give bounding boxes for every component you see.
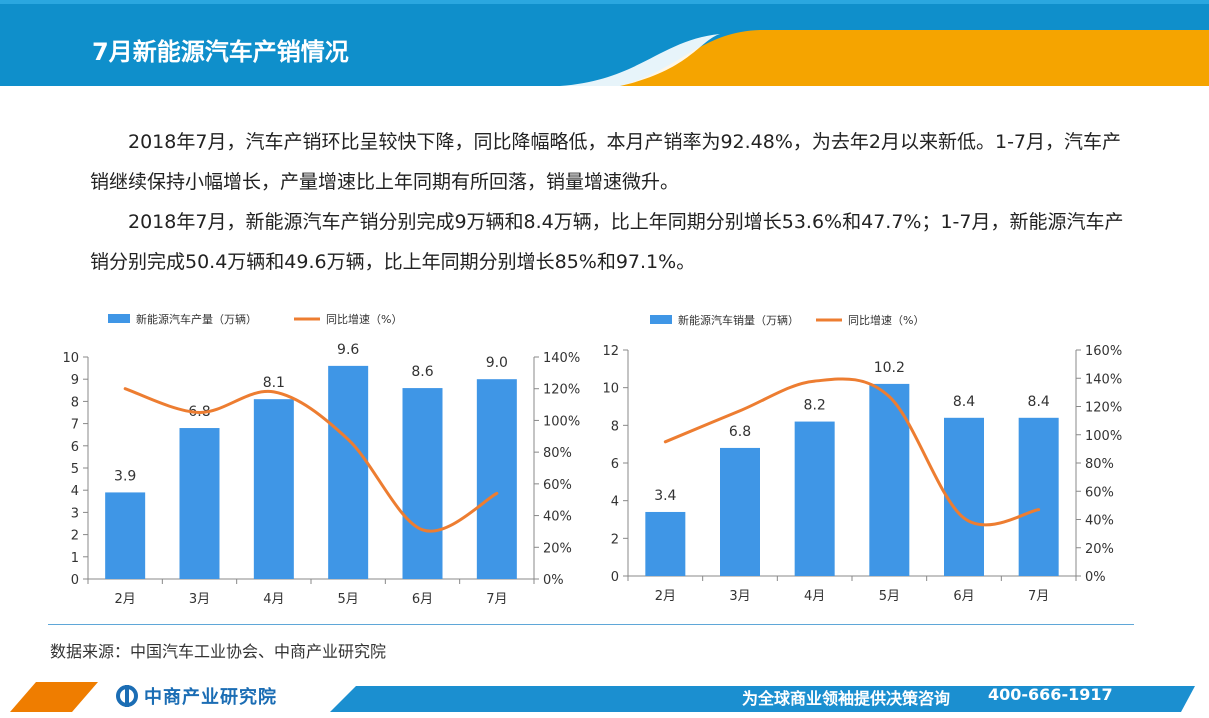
left-tick-label: 0 <box>611 570 619 585</box>
right-tick-label: 60% <box>543 478 572 493</box>
legend-bar-label: 新能源汽车销量（万辆） <box>678 313 799 327</box>
left-tick-label: 5 <box>71 462 79 477</box>
right-tick-label: 0% <box>543 573 564 588</box>
x-tick-label: 2月 <box>655 589 676 604</box>
x-tick-label: 4月 <box>263 592 284 607</box>
left-tick-label: 4 <box>611 495 619 510</box>
right-tick-label: 80% <box>543 446 572 461</box>
source-divider <box>48 624 1134 625</box>
data-source: 数据来源：中国汽车工业协会、中商产业研究院 <box>50 642 387 661</box>
x-tick-label: 7月 <box>486 592 507 607</box>
right-tick-label: 160% <box>1085 344 1122 359</box>
bar-data-label: 8.4 <box>953 394 975 410</box>
logo-text: 中商产业研究院 <box>144 687 277 708</box>
right-tick-label: 140% <box>1085 372 1122 387</box>
bar <box>105 492 146 579</box>
paragraph-1: 2018年7月，汽车产销环比呈较快下降，同比降幅略低，本月产销率为92.48%，… <box>90 131 1122 193</box>
footer-slogan: 为全球商业领袖提供决策咨询 <box>742 689 951 708</box>
left-tick-label: 6 <box>611 457 619 472</box>
sales-chart-svg: 新能源汽车销量（万辆） 同比增速（%）0246810120%20%40%60%80… <box>602 313 1122 604</box>
header-background <box>0 0 1209 86</box>
right-tick-label: 100% <box>1085 429 1122 444</box>
bar-data-label: 8.6 <box>411 364 433 380</box>
right-tick-label: 100% <box>543 414 580 429</box>
production-chart-svg: 新能源汽车产量（万辆） 同比增速（%）0123456789100%20%40%60… <box>62 312 580 607</box>
left-tick-label: 10 <box>602 382 619 397</box>
footer-bar <box>0 682 1209 712</box>
production-chart: 新能源汽车产量（万辆） 同比增速（%） 0 1 2 3 4 5 6 7 8 9 10 0% 20% 40% 60… <box>46 300 586 620</box>
legend-bar-swatch <box>108 314 130 323</box>
footer-background <box>10 682 1195 712</box>
bar <box>1018 417 1059 576</box>
header-banner: 7月新能源汽车产销情况 <box>0 0 1209 86</box>
legend-line-label: 同比增速（%） <box>326 312 402 326</box>
bar-data-label: 8.1 <box>263 375 285 391</box>
bar <box>794 421 835 576</box>
summary-text: 2018年7月，汽车产销环比呈较快下降，同比降幅略低，本月产销率为92.48%，… <box>90 122 1130 282</box>
bar <box>645 511 686 576</box>
legend-bar-label: 新能源汽车产量（万辆） <box>136 312 257 326</box>
left-tick-label: 1 <box>71 551 79 566</box>
x-tick-label: 2月 <box>115 592 136 607</box>
bar-data-label: 3.9 <box>114 468 136 484</box>
right-tick-label: 120% <box>543 383 580 398</box>
page-title: 7月新能源汽车产销情况 <box>92 38 349 66</box>
left-tick-label: 8 <box>71 395 79 410</box>
left-tick-label: 10 <box>62 351 79 366</box>
bar-data-label: 9.0 <box>486 355 508 371</box>
right-tick-label: 20% <box>1085 542 1114 557</box>
logo-mark-icon <box>116 685 138 707</box>
paragraph-2: 2018年7月，新能源汽车产销分别完成9万辆和8.4万辆，比上年同期分别增长53… <box>90 211 1124 273</box>
left-tick-label: 8 <box>611 419 619 434</box>
sales-chart: 新能源汽车销量（万辆） 同比增速（%） 0 2 4 6 8 10 12 0% 20% 40% 60% 80… <box>590 300 1150 620</box>
right-tick-label: 40% <box>543 510 572 525</box>
right-tick-label: 60% <box>1085 485 1114 500</box>
left-tick-label: 12 <box>602 344 619 359</box>
company-logo: 中商产业研究院 <box>116 684 277 708</box>
bar-data-label: 3.4 <box>654 488 676 504</box>
x-tick-label: 4月 <box>804 589 825 604</box>
x-tick-label: 5月 <box>338 592 359 607</box>
growth-rate-line <box>663 377 1041 527</box>
x-tick-label: 5月 <box>879 589 900 604</box>
right-tick-label: 40% <box>1085 514 1114 529</box>
right-tick-label: 80% <box>1085 457 1114 472</box>
bar-data-label: 8.4 <box>1028 394 1050 410</box>
left-tick-label: 9 <box>71 373 79 388</box>
bar-data-label: 8.2 <box>804 398 826 414</box>
right-tick-label: 0% <box>1085 570 1106 585</box>
x-tick-label: 6月 <box>412 592 433 607</box>
x-tick-label: 3月 <box>729 589 750 604</box>
left-tick-label: 0 <box>71 573 79 588</box>
x-tick-label: 6月 <box>953 589 974 604</box>
legend-line-label: 同比增速（%） <box>848 313 924 327</box>
left-tick-label: 7 <box>71 418 79 433</box>
left-tick-label: 6 <box>71 440 79 455</box>
bar <box>253 399 294 579</box>
left-tick-label: 3 <box>71 506 79 521</box>
bar-data-label: 10.2 <box>874 360 905 376</box>
bar <box>944 417 984 576</box>
bar-data-label: 9.6 <box>337 342 359 358</box>
bar <box>720 447 760 576</box>
bar-data-label: 6.8 <box>729 424 751 440</box>
left-tick-label: 4 <box>71 484 79 499</box>
left-tick-label: 2 <box>71 529 79 544</box>
bar <box>476 379 517 579</box>
right-tick-label: 120% <box>1085 401 1122 416</box>
footer-phone: 400-666-1917 <box>988 685 1113 704</box>
right-tick-label: 20% <box>543 541 572 556</box>
left-tick-label: 2 <box>611 532 619 547</box>
bar <box>179 428 220 579</box>
bar <box>402 388 443 579</box>
right-tick-label: 140% <box>543 351 580 366</box>
x-tick-label: 7月 <box>1028 589 1049 604</box>
growth-rate-line <box>123 387 499 533</box>
x-tick-label: 3月 <box>189 592 210 607</box>
legend-bar-swatch <box>650 315 672 324</box>
bar <box>328 365 369 579</box>
